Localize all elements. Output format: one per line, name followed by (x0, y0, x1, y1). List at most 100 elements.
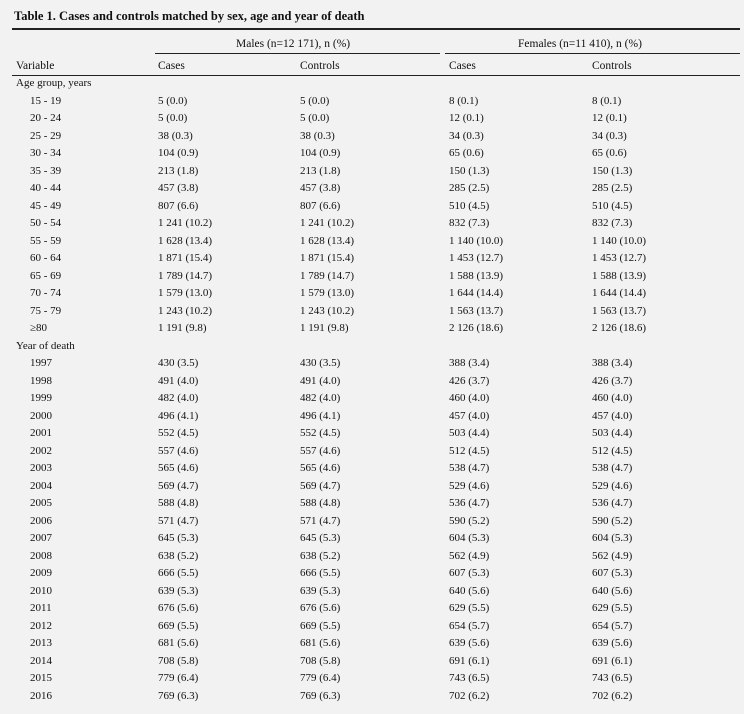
cell: 460 (4.0) (449, 392, 490, 404)
cell: 2 126 (18.6) (592, 322, 647, 334)
row-label: 1999 (30, 392, 52, 404)
cell: 1 871 (15.4) (158, 252, 213, 264)
cell: 565 (4.6) (158, 462, 199, 474)
cell: 536 (4.7) (449, 497, 490, 509)
cell: 38 (0.3) (158, 129, 193, 142)
cell: 1 241 (10.2) (158, 217, 213, 229)
group-header: Females (n=11 410), n (%) (518, 38, 642, 50)
cell: 12 (0.1) (592, 112, 627, 124)
cell: 645 (5.3) (158, 532, 199, 544)
section-title: Age group, years (16, 77, 92, 89)
cell: 1 588 (13.9) (592, 269, 647, 282)
cell: 779 (6.4) (158, 672, 199, 684)
row-label: 2013 (30, 637, 52, 649)
cell: 2 126 (18.6) (449, 322, 504, 334)
header-rule (12, 75, 740, 76)
row-label: 60 - 64 (30, 252, 62, 264)
cell: 1 243 (10.2) (300, 304, 355, 317)
row-label: 70 - 74 (30, 287, 62, 299)
group-rule (155, 53, 440, 54)
row-label: 75 - 79 (30, 304, 62, 317)
cell: 1 588 (13.9) (449, 269, 504, 282)
cell: 743 (6.5) (449, 672, 490, 684)
cell: 557 (4.6) (300, 444, 341, 457)
row-label: 2008 (30, 549, 52, 562)
cell: 5 (0.0) (300, 94, 330, 107)
cell: 702 (6.2) (449, 689, 490, 702)
row-label: ≥80 (30, 322, 48, 334)
cell: 285 (2.5) (592, 182, 633, 194)
cell: 426 (3.7) (592, 374, 633, 387)
row-label: 30 - 34 (30, 147, 62, 159)
row-label: 2014 (30, 654, 52, 667)
group-header: Males (n=12 171), n (%) (236, 38, 351, 50)
row-label: 50 - 54 (30, 217, 62, 229)
cell: 562 (4.9) (449, 549, 490, 562)
cell: 604 (5.3) (592, 532, 633, 544)
row-label: 2016 (30, 689, 52, 702)
cell: 1 563 (13.7) (592, 304, 647, 317)
cell: 807 (6.6) (300, 199, 341, 212)
cell: 604 (5.3) (449, 532, 490, 544)
cell: 482 (4.0) (300, 392, 341, 404)
cell: 1 628 (13.4) (158, 234, 213, 247)
cell: 496 (4.1) (300, 409, 341, 422)
cell: 536 (4.7) (592, 497, 633, 509)
cell: 1 140 (10.0) (449, 234, 504, 247)
cell: 607 (5.3) (592, 567, 633, 579)
row-label: 20 - 24 (30, 112, 62, 124)
cell: 654 (5.7) (449, 619, 490, 632)
cell: 104 (0.9) (158, 147, 199, 159)
cell: 676 (5.6) (158, 602, 199, 614)
cell: 460 (4.0) (592, 392, 633, 404)
cell: 1 579 (13.0) (300, 287, 355, 299)
cell: 639 (5.3) (300, 584, 341, 597)
row-label: 2004 (30, 479, 52, 492)
cell: 510 (4.5) (592, 199, 633, 212)
column-header: Controls (300, 60, 340, 72)
cell: 691 (6.1) (592, 654, 633, 667)
row-label: 2005 (30, 497, 52, 509)
cell: 1 140 (10.0) (592, 234, 647, 247)
cell: 702 (6.2) (592, 689, 633, 702)
cell: 681 (5.6) (300, 637, 341, 649)
row-label: 2002 (30, 444, 52, 457)
row-label: 2000 (30, 409, 52, 422)
cell: 569 (4.7) (300, 479, 341, 492)
cell: 65 (0.6) (449, 147, 484, 159)
cell: 150 (1.3) (592, 164, 633, 177)
cell: 654 (5.7) (592, 619, 633, 632)
row-label: 45 - 49 (30, 199, 62, 212)
row-label: 40 - 44 (30, 182, 62, 194)
row-label: 2006 (30, 514, 52, 527)
cell: 638 (5.2) (300, 549, 341, 562)
cell: 832 (7.3) (449, 217, 490, 229)
cell: 708 (5.8) (158, 654, 199, 667)
cell: 430 (3.5) (300, 357, 341, 369)
cell: 691 (6.1) (449, 654, 490, 667)
row-label: 2012 (30, 619, 52, 632)
cell: 562 (4.9) (592, 549, 633, 562)
cell: 588 (4.8) (158, 497, 199, 509)
cell: 769 (6.3) (158, 689, 199, 702)
cell: 538 (4.7) (592, 462, 633, 474)
cell: 496 (4.1) (158, 409, 199, 422)
cell: 150 (1.3) (449, 164, 490, 177)
cell: 779 (6.4) (300, 672, 341, 684)
cell: 676 (5.6) (300, 602, 341, 614)
cell: 1 191 (9.8) (300, 322, 349, 334)
cell: 590 (5.2) (592, 514, 633, 527)
cell: 645 (5.3) (300, 532, 341, 544)
column-header: Cases (449, 60, 476, 72)
cell: 5 (0.0) (300, 112, 330, 124)
row-label: 2009 (30, 567, 52, 579)
cell: 65 (0.6) (592, 147, 627, 159)
column-header: Controls (592, 60, 632, 72)
cell: 34 (0.3) (449, 129, 484, 142)
cell: 557 (4.6) (158, 444, 199, 457)
column-header: Cases (158, 60, 185, 72)
row-label: 65 - 69 (30, 269, 62, 282)
cell: 512 (4.5) (449, 444, 490, 457)
row-label: 15 - 19 (30, 94, 62, 107)
cell: 529 (4.6) (449, 479, 490, 492)
